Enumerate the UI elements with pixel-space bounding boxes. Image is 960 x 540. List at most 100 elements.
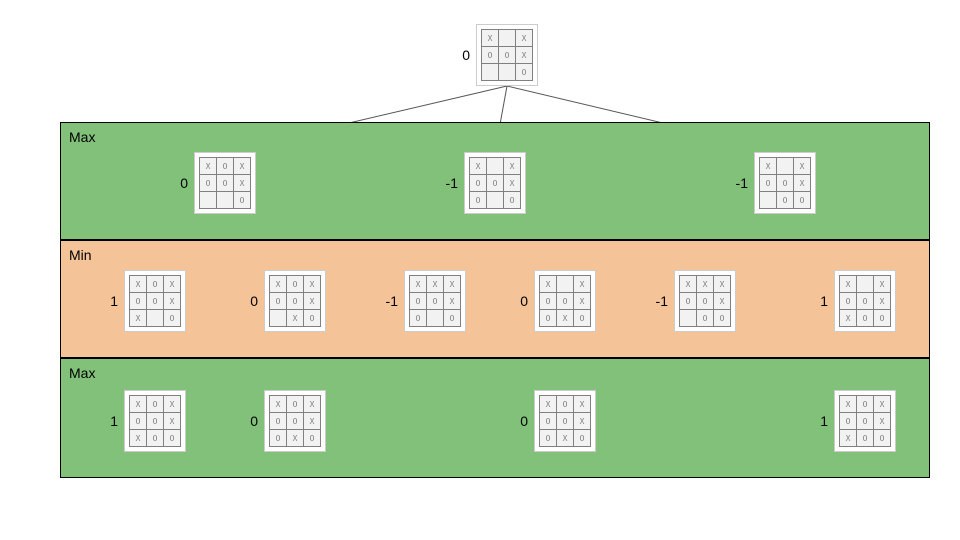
node-l2e: -1 XXXOOXOO — [650, 270, 736, 332]
board-cell — [680, 310, 696, 326]
board-cell: O — [444, 310, 460, 326]
board-cell: O — [217, 158, 233, 174]
board-cell: X — [540, 396, 556, 412]
node-score: 1 — [810, 293, 828, 309]
tictactoe-board: XXXOOXOO — [679, 275, 731, 327]
board-cell: X — [516, 30, 532, 46]
board-cell: X — [482, 30, 498, 46]
node-score: 1 — [100, 293, 118, 309]
board-wrap: XOXOOXXO — [264, 270, 326, 332]
board-cell — [777, 158, 793, 174]
tictactoe-board: XOXOOXO — [199, 157, 251, 209]
board-cell: X — [840, 430, 856, 446]
node-l3d: 0XOXOOXOXO — [510, 390, 596, 452]
board-cell — [217, 192, 233, 208]
node-l3f: 1XOXOOXXOO — [810, 390, 896, 452]
board-cell: O — [130, 293, 146, 309]
board-wrap: XXXOOXOO — [674, 270, 736, 332]
board-cell: O — [482, 47, 498, 63]
board-cell — [270, 310, 286, 326]
board-cell — [499, 64, 515, 80]
board-cell: X — [516, 47, 532, 63]
board-cell: X — [410, 276, 426, 292]
board-cell: O — [304, 310, 320, 326]
board-cell: X — [444, 276, 460, 292]
board-cell: X — [130, 396, 146, 412]
band-label: Max — [69, 129, 95, 145]
board-wrap: XOXOOXXO — [124, 270, 186, 332]
tictactoe-board: XOXOOXOXO — [539, 395, 591, 447]
board-cell: O — [874, 310, 890, 326]
board-cell: O — [147, 276, 163, 292]
board-cell: O — [557, 413, 573, 429]
board-cell: O — [234, 192, 250, 208]
board-cell: O — [164, 430, 180, 446]
board-cell: X — [557, 310, 573, 326]
node-score: 0 — [452, 47, 470, 63]
board-cell: O — [499, 47, 515, 63]
board-wrap: XXOOXOO — [754, 152, 816, 214]
board-cell: O — [794, 192, 810, 208]
board-cell: O — [164, 310, 180, 326]
board-cell — [557, 276, 573, 292]
board-cell: X — [557, 430, 573, 446]
board-cell: O — [857, 430, 873, 446]
tictactoe-board: XXOOXO — [481, 29, 533, 81]
tictactoe-board: XXOOXOO — [759, 157, 811, 209]
board-cell: O — [680, 293, 696, 309]
tictactoe-board: XOXOOXOXO — [269, 395, 321, 447]
board-cell: X — [270, 276, 286, 292]
board-cell: X — [574, 396, 590, 412]
tictactoe-board: XOXOOXXO — [269, 275, 321, 327]
board-cell — [482, 64, 498, 80]
board-cell: X — [574, 293, 590, 309]
band-max-2: Max — [60, 358, 930, 478]
board-cell: X — [164, 413, 180, 429]
board-cell: X — [874, 293, 890, 309]
board-cell: X — [164, 293, 180, 309]
board-wrap: XXXOOXOO — [404, 270, 466, 332]
board-wrap: XXOOXXOO — [834, 270, 896, 332]
board-cell: O — [410, 310, 426, 326]
band-min-1: Min — [60, 240, 930, 358]
board-cell: O — [487, 175, 503, 191]
tictactoe-board: XXXOOXOO — [409, 275, 461, 327]
board-cell: X — [234, 158, 250, 174]
board-cell: X — [874, 413, 890, 429]
board-cell: X — [304, 293, 320, 309]
board-cell: X — [164, 276, 180, 292]
board-cell: O — [270, 293, 286, 309]
board-cell: O — [287, 276, 303, 292]
node-score: 0 — [510, 293, 528, 309]
board-cell: X — [794, 175, 810, 191]
board-cell: O — [270, 430, 286, 446]
board-cell: O — [147, 293, 163, 309]
node-score: -1 — [650, 293, 668, 309]
board-cell: O — [857, 293, 873, 309]
board-cell: X — [874, 396, 890, 412]
board-cell: O — [410, 293, 426, 309]
board-cell: O — [777, 192, 793, 208]
board-cell: X — [304, 276, 320, 292]
board-cell: X — [234, 175, 250, 191]
board-cell: O — [540, 293, 556, 309]
node-score: -1 — [440, 175, 458, 191]
tictactoe-board: XXOOXOXO — [539, 275, 591, 327]
node-l1b: -1XXOOXOO — [440, 152, 526, 214]
board-cell: X — [200, 158, 216, 174]
node-l2c: -1XXXOOXOO — [380, 270, 466, 332]
board-cell: O — [200, 175, 216, 191]
board-cell: O — [697, 293, 713, 309]
board-cell: O — [874, 430, 890, 446]
board-cell: X — [697, 276, 713, 292]
board-cell: X — [130, 276, 146, 292]
node-l1a: 0XOXOOXO — [170, 152, 256, 214]
board-cell — [499, 30, 515, 46]
board-cell: O — [270, 413, 286, 429]
board-wrap: XOXOOXXOO — [124, 390, 186, 452]
board-cell — [487, 192, 503, 208]
board-cell: O — [470, 192, 486, 208]
board-wrap: XOXOOXXOO — [834, 390, 896, 452]
node-score: -1 — [730, 175, 748, 191]
board-cell: X — [130, 310, 146, 326]
